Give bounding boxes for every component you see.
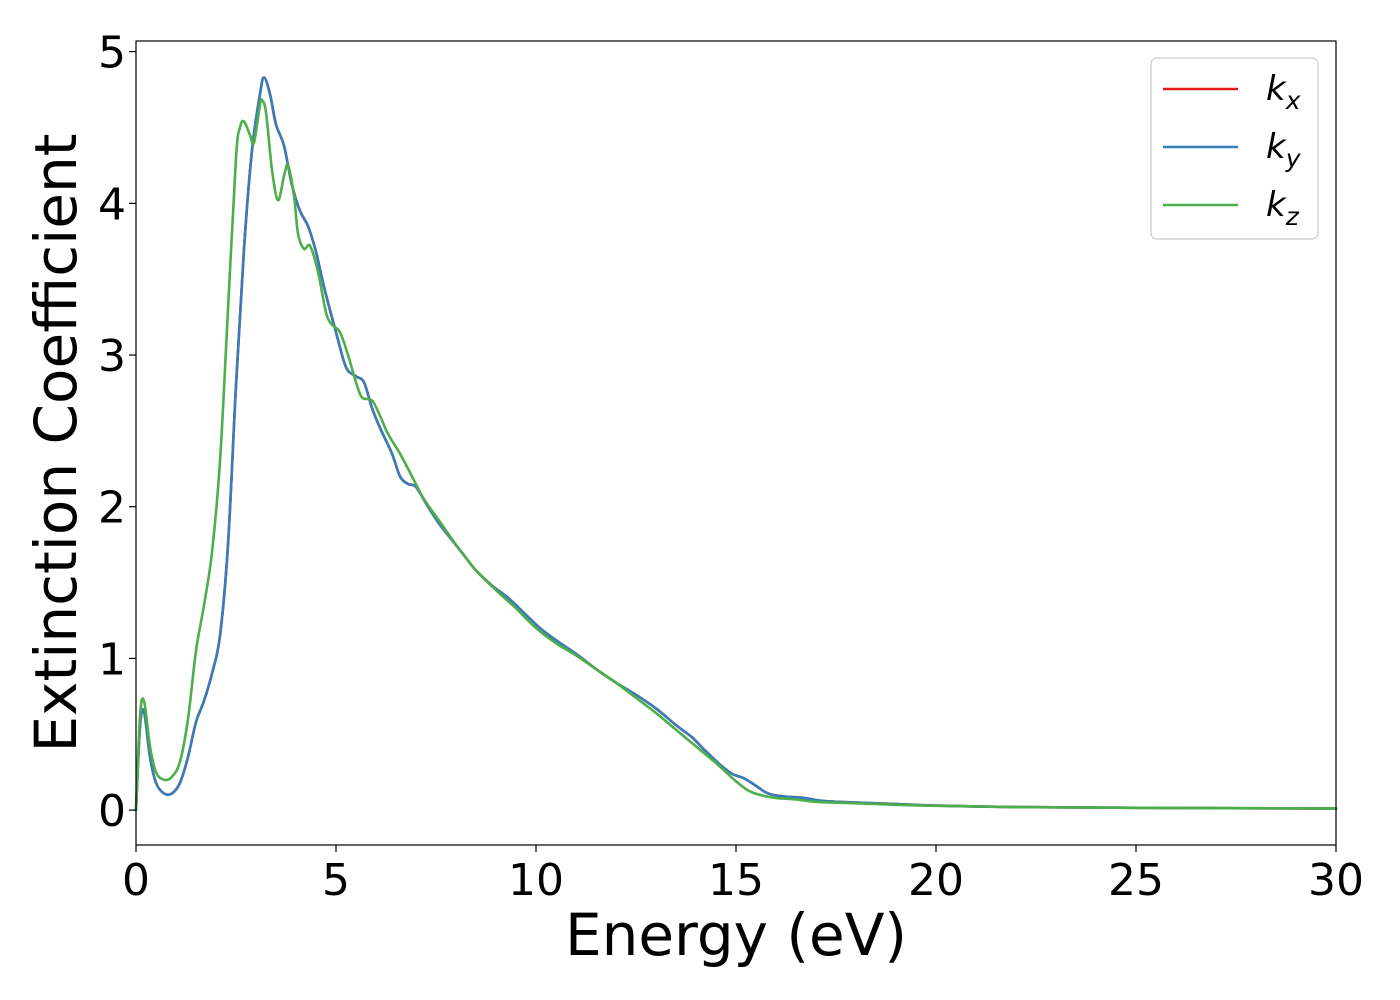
y-tick-label: 0: [98, 786, 126, 837]
x-tick-label: 10: [508, 855, 564, 906]
y-tick-label: 5: [98, 28, 126, 79]
y-tick-label: 4: [98, 179, 126, 230]
x-tick-label: 5: [322, 855, 350, 906]
series-layer: [134, 76, 1338, 812]
y-tick-label: 1: [98, 634, 126, 685]
series-line-ky: [134, 76, 1338, 812]
y-axis-title: Extinction Coefficient: [22, 134, 90, 753]
legend-box: [1150, 57, 1319, 240]
x-tick-label: 15: [708, 855, 764, 906]
legend: kx ky kz: [1150, 57, 1319, 240]
x-tick-label: 0: [122, 855, 150, 906]
y-tick-label: 2: [98, 483, 126, 534]
legend-label-kz: kz: [1266, 185, 1300, 231]
series-line-kz: [134, 97, 1338, 812]
y-axis-ticks: 0 1 2 3 4 5: [98, 28, 136, 837]
x-tick-label: 25: [1108, 855, 1164, 906]
legend-label-kx: kx: [1266, 69, 1301, 115]
x-axis-ticks: 0 5 10 15 20 25 30: [122, 845, 1364, 906]
x-axis-title: Energy (eV): [565, 901, 907, 969]
legend-label-ky: ky: [1266, 127, 1302, 173]
x-tick-label: 20: [908, 855, 964, 906]
y-tick-label: 3: [98, 331, 126, 382]
x-tick-label: 30: [1308, 855, 1364, 906]
